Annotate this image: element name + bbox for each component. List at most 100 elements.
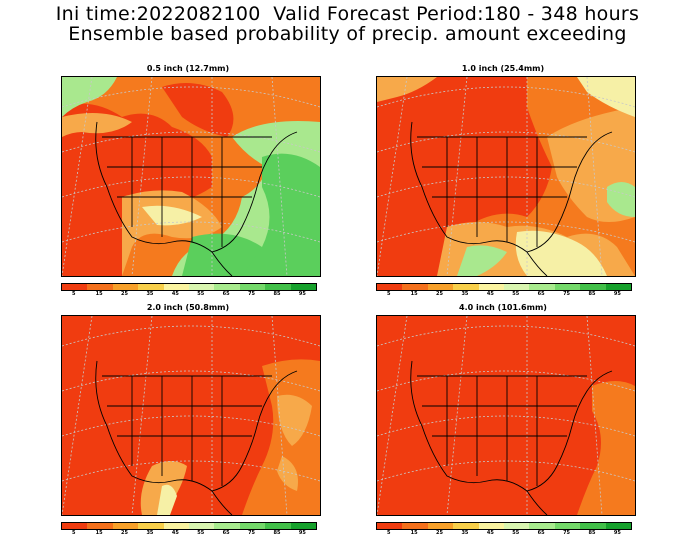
colorbar-tick-label: 95 [298,530,306,536]
colorbar [61,522,317,530]
panel-title: 0.5 inch (12.7mm) [146,64,230,73]
panel-1-0-inch: 1.0 inch (25.4mm) [372,62,636,298]
colorbar-tick-label: 45 [171,291,179,297]
panel-title: 4.0 inch (101.6mm) [459,303,547,312]
header-line-2: Ensemble based probability of precip. am… [68,23,627,45]
colorbar-tick-label: 95 [298,291,306,297]
colorbar-segment [87,284,113,290]
colorbar-segment [62,523,88,529]
colorbar-segment [290,523,317,529]
colorbar-segment [478,523,505,529]
colorbar-segment [605,523,632,529]
colorbar-segment [554,523,581,529]
colorbar-tick-label: 45 [486,530,494,536]
colorbar-tick-label: 55 [197,530,205,536]
colorbar-tick-label: 35 [461,291,469,297]
panel-4-0-inch: 4.0 inch (101.6mm) 5 15 25 35 45 55 65 75 85 95 [372,301,636,537]
colorbar-tick-label: 45 [486,291,494,297]
colorbar-tick-label: 15 [410,291,418,297]
probability-map [376,76,636,277]
colorbar-segment [377,523,403,529]
colorbar-segment [529,284,555,290]
colorbar-tick-label: 25 [436,291,443,297]
colorbar-segment [529,523,555,529]
colorbar-tick-label: 85 [273,291,281,297]
colorbar-tick-label: 55 [512,530,520,536]
colorbar-tick-label: 85 [588,291,596,297]
colorbar-tick-label: 15 [95,530,103,536]
colorbar-segment [163,523,190,529]
colorbar-segment [189,284,215,290]
colorbar [376,522,632,530]
colorbar-segment [453,284,479,290]
colorbar-segment [453,523,479,529]
colorbar-tick-label: 35 [146,291,154,297]
colorbar-tick-label: 95 [613,291,621,297]
colorbar-segment [377,284,403,290]
colorbar [61,283,317,291]
probability-map [61,315,321,516]
colorbar-ticks: 5 15 25 35 45 55 65 75 85 95 [376,530,630,536]
colorbar-segment [580,284,606,290]
colorbar-tick-label: 25 [436,530,443,536]
colorbar-tick-label: 35 [146,530,154,536]
colorbar-segment [87,523,113,529]
colorbar-segment [163,284,190,290]
colorbar-tick-label: 55 [512,291,520,297]
colorbar-tick-label: 5 [386,291,391,297]
colorbar-segment [112,284,139,290]
panel-0-5-inch: 0.5 inch (12.7mm) [57,62,321,298]
colorbar-ticks: 5 15 25 35 45 55 65 75 85 95 [61,530,315,536]
colorbar-segment [138,523,164,529]
colorbar-tick-label: 75 [563,291,571,297]
panel-title: 1.0 inch (25.4mm) [461,64,545,73]
colorbar-segment [214,284,240,290]
colorbar-tick-label: 5 [386,530,391,536]
panel-title: 2.0 inch (50.8mm) [146,303,230,312]
colorbar-segment [239,284,266,290]
colorbar-segment [290,284,317,290]
figure-header: Ini time:2022082100 Valid Forecast Perio… [0,4,695,44]
header-line-1: Ini time:2022082100 Valid Forecast Perio… [55,3,640,25]
colorbar-segment [214,523,240,529]
colorbar-tick-label: 95 [613,530,621,536]
colorbar-segment [265,284,291,290]
colorbar-tick-label: 75 [248,530,256,536]
colorbar-ticks: 5 15 25 35 45 55 65 75 85 95 [376,291,630,297]
colorbar-tick-label: 65 [222,530,230,536]
colorbar-segment [504,284,530,290]
colorbar-segment [138,284,164,290]
colorbar-tick-label: 25 [121,291,128,297]
colorbar-tick-label: 75 [563,530,571,536]
colorbar-segment [265,523,291,529]
colorbar-segment [427,523,454,529]
colorbar-tick-label: 15 [95,291,103,297]
colorbar-tick-label: 65 [537,291,545,297]
colorbar-tick-label: 45 [171,530,179,536]
colorbar-ticks: 5 15 25 35 45 55 65 75 85 95 [61,291,315,297]
colorbar-tick-label: 5 [71,291,76,297]
colorbar-tick-label: 65 [222,291,230,297]
colorbar-tick-label: 5 [71,530,76,536]
colorbar-segment [239,523,266,529]
colorbar-tick-label: 85 [273,530,281,536]
colorbar-segment [580,523,606,529]
colorbar-tick-label: 25 [121,530,128,536]
colorbar-tick-label: 55 [197,291,205,297]
colorbar-segment [605,284,632,290]
colorbar-segment [402,284,428,290]
colorbar-tick-label: 85 [588,530,596,536]
colorbar-segment [554,284,581,290]
colorbar-segment [427,284,454,290]
probability-map [61,76,321,277]
colorbar-tick-label: 35 [461,530,469,536]
colorbar-tick-label: 65 [537,530,545,536]
colorbar-tick-label: 75 [248,291,256,297]
colorbar-tick-label: 15 [410,530,418,536]
colorbar-segment [478,284,505,290]
colorbar-segment [62,284,88,290]
colorbar-segment [189,523,215,529]
colorbar [376,283,632,291]
colorbar-segment [112,523,139,529]
panel-2-0-inch: 2.0 inch (50.8mm) 5 [57,301,321,537]
